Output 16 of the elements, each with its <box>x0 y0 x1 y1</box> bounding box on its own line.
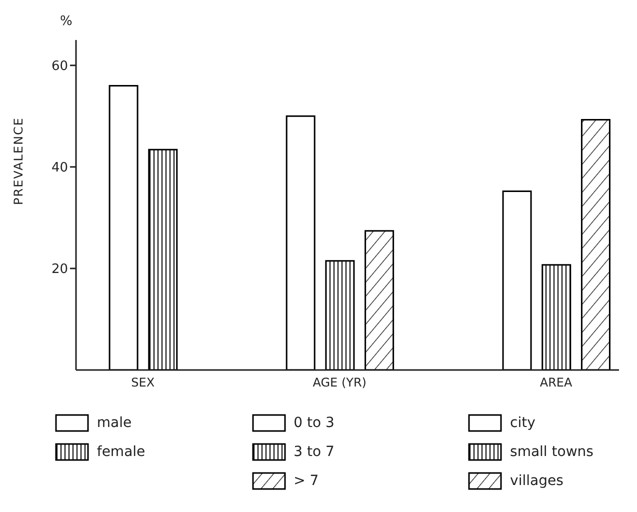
legend-label: 3 to 7 <box>294 444 334 460</box>
y-tick-label: 60 <box>51 59 68 74</box>
legend-label: male <box>96 414 132 430</box>
x-tick-label: AGE (YR) <box>312 376 366 390</box>
y-axis-title: PREVALENCE <box>11 116 26 205</box>
legend-label: > 7 <box>294 472 319 488</box>
legend-label: 0 to 3 <box>294 414 334 430</box>
legend-label: villages <box>510 472 564 488</box>
x-tick-label: AREA <box>540 376 573 390</box>
legend-label: small towns <box>510 444 594 460</box>
legend-label: city <box>510 414 536 430</box>
y-tick-label: 40 <box>51 160 68 176</box>
legend-label: female <box>96 444 146 460</box>
text: % <box>60 14 72 29</box>
y-tick-label: 20 <box>51 262 68 278</box>
x-tick-label: SEX <box>131 376 155 390</box>
